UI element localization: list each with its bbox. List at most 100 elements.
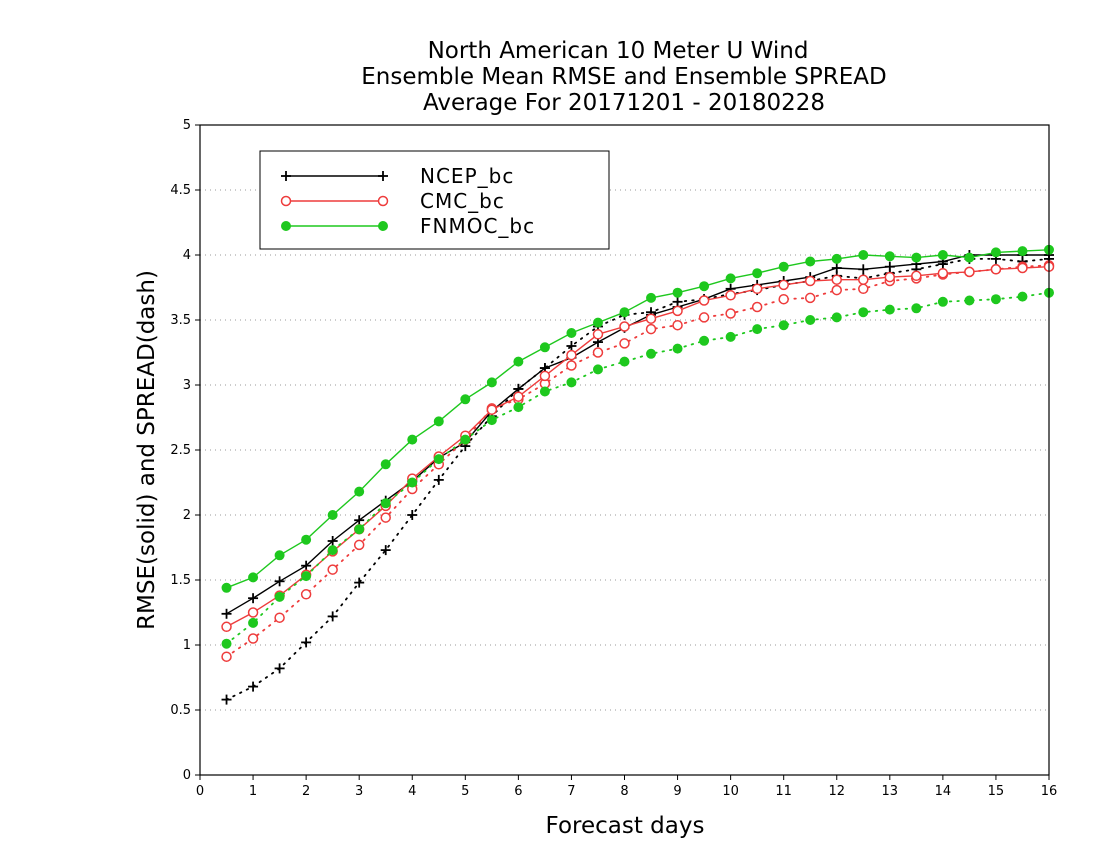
FNMOC_bc-spread-point-6 [380, 498, 391, 509]
CMC_bc-rmse-point-0 [221, 621, 232, 633]
y-tick-label-1: 0.5 [170, 703, 191, 718]
FNMOC_bc-spread-line [225, 291, 1050, 645]
FNMOC_bc-rmse-point-22 [805, 256, 816, 267]
legend-marker-end-FNMOC_bc [378, 221, 388, 231]
CMC_bc-rmse-point-10 [486, 404, 498, 415]
FNMOC_bc-spread-point-30 [1017, 291, 1028, 302]
CMC_bc-rmse-point-22 [804, 275, 816, 287]
NCEP_bc-rmse-point-5 [354, 515, 365, 526]
chart-title: North American 10 Meter U Wind Ensemble … [361, 38, 886, 116]
legend-marker-start-CMC_bc [280, 195, 292, 207]
NCEP_bc-spread-point-8 [433, 474, 444, 485]
CMC_bc-spread-point-4 [327, 564, 338, 575]
FNMOC_bc-spread-point-11 [513, 402, 524, 413]
CMC_bc-rmse-point-17 [672, 305, 683, 317]
FNMOC_bc-spread-point-25 [884, 304, 895, 315]
FNMOC_bc-spread-point-18 [699, 335, 710, 346]
NCEP_bc-spread-point-1 [248, 681, 259, 692]
FNMOC_bc-rmse-point-29 [990, 247, 1001, 258]
CMC_bc-rmse-point-27 [937, 267, 949, 279]
FNMOC_bc-rmse-point-17 [672, 287, 683, 298]
x-tick-label-8: 8 [620, 784, 628, 799]
FNMOC_bc-spread-point-14 [592, 364, 603, 375]
CMC_bc-spread-point-0 [221, 651, 232, 662]
y-tick-label-6: 3 [183, 378, 191, 393]
CMC_bc-spread-point-16 [645, 323, 657, 335]
x-tick-label-5: 5 [461, 784, 469, 799]
NCEP_bc-rmse-point-2 [274, 576, 285, 587]
FNMOC_bc-spread-point-2 [274, 591, 285, 602]
x-tick-label-4: 4 [408, 784, 416, 799]
legend-marker-start-FNMOC_bc [281, 221, 291, 231]
FNMOC_bc-rmse-point-19 [725, 273, 736, 284]
CMC_bc-spread-point-3 [300, 589, 312, 600]
NCEP_bc-rmse-line [226, 254, 1049, 615]
NCEP_bc-spread-point-5 [354, 577, 365, 588]
FNMOC_bc-spread-point-3 [301, 571, 312, 582]
NCEP_bc-spread-point-4 [327, 611, 338, 622]
CMC_bc-rmse-point-12 [539, 370, 551, 382]
CMC_bc-rmse-point-18 [698, 295, 710, 306]
CMC_bc-rmse-point-23 [831, 274, 842, 285]
y-tick-label-0: 0 [183, 768, 191, 783]
NCEP_bc-rmse-point-3 [301, 560, 312, 571]
FNMOC_bc-spread-point-1 [248, 617, 259, 628]
FNMOC_bc-rmse-point-27 [937, 250, 948, 260]
legend-label-CMC_bc: CMC_bc [420, 189, 505, 213]
CMC_bc-rmse-point-1 [247, 607, 259, 618]
x-tick-label-11: 11 [775, 784, 792, 799]
CMC_bc-rmse-point-15 [619, 321, 630, 332]
FNMOC_bc-spread-point-29 [990, 294, 1001, 305]
x-tick-label-15: 15 [988, 784, 1005, 799]
FNMOC_bc-spread-point-21 [778, 320, 789, 331]
CMC_bc-spread-point-24 [858, 283, 869, 295]
x-axis: 0 1 2 3 4 5 6 7 8 9 10 11 12 13 14 15 16 [196, 775, 1057, 799]
CMC_bc-rmse-point-29 [990, 264, 1002, 275]
FNMOC_bc-rmse-point-24 [858, 250, 869, 260]
FNMOC_bc-rmse-point-15 [619, 307, 630, 318]
NCEP_bc-spread-line [225, 257, 1050, 701]
x-tick-label-0: 0 [196, 784, 204, 799]
NCEP_bc-rmse-point-24 [858, 264, 869, 275]
FNMOC_bc-rmse-point-2 [274, 550, 285, 561]
x-axis-label: Forecast days [546, 813, 705, 839]
FNMOC_bc-spread-point-9 [460, 434, 471, 445]
FNMOC_bc-rmse-point-1 [248, 572, 259, 583]
y-axis: 0 0.5 1 1.5 2 2.5 3 3.5 4 4.5 5 [170, 118, 200, 783]
CMC_bc-rmse-point-26 [911, 270, 922, 282]
legend-marker-start-NCEP_bc [281, 171, 291, 181]
CMC_bc-spread-point-2 [274, 612, 285, 623]
FNMOC_bc-spread-point-19 [725, 331, 736, 342]
FNMOC_bc-spread-point-24 [858, 307, 869, 318]
NCEP_bc-rmse-point-1 [248, 593, 259, 604]
x-tick-label-12: 12 [828, 784, 845, 799]
FNMOC_bc-rmse-point-11 [513, 356, 524, 367]
FNMOC_bc-spread-point-20 [752, 324, 763, 335]
series-FNMOC_bc [221, 244, 1054, 649]
FNMOC_bc-rmse-point-23 [831, 253, 842, 264]
FNMOC_bc-spread-point-26 [911, 303, 922, 314]
y-tick-label-7: 3.5 [170, 313, 191, 328]
FNMOC_bc-spread-point-23 [831, 312, 842, 323]
FNMOC_bc-rmse-point-5 [354, 486, 365, 497]
FNMOC_bc-rmse-point-25 [884, 251, 895, 262]
FNMOC_bc-rmse-point-8 [433, 416, 444, 427]
NCEP_bc-rmse-point-0 [221, 608, 232, 619]
FNMOC_bc-rmse-point-16 [646, 292, 657, 303]
x-tick-label-16: 16 [1041, 784, 1058, 799]
y-tick-label-9: 4.5 [170, 183, 191, 198]
FNMOC_bc-rmse-point-26 [911, 252, 922, 263]
legend-box [259, 150, 610, 250]
NCEP_bc-spread-point-0 [221, 694, 232, 705]
CMC_bc-rmse-point-13 [566, 349, 577, 361]
FNMOC_bc-rmse-point-14 [592, 317, 603, 328]
NCEP_bc-spread-point-3 [301, 637, 312, 648]
x-tick-label-9: 9 [673, 784, 681, 799]
FNMOC_bc-rmse-point-28 [964, 252, 975, 263]
FNMOC_bc-rmse-point-13 [566, 328, 577, 338]
FNMOC_bc-rmse-point-20 [752, 268, 763, 279]
CMC_bc-spread-point-23 [831, 284, 842, 296]
y-axis-label: RMSE(solid) and SPREAD(dash) [134, 270, 160, 630]
y-tick-label-4: 2 [183, 508, 191, 523]
x-tick-label-10: 10 [722, 784, 739, 799]
